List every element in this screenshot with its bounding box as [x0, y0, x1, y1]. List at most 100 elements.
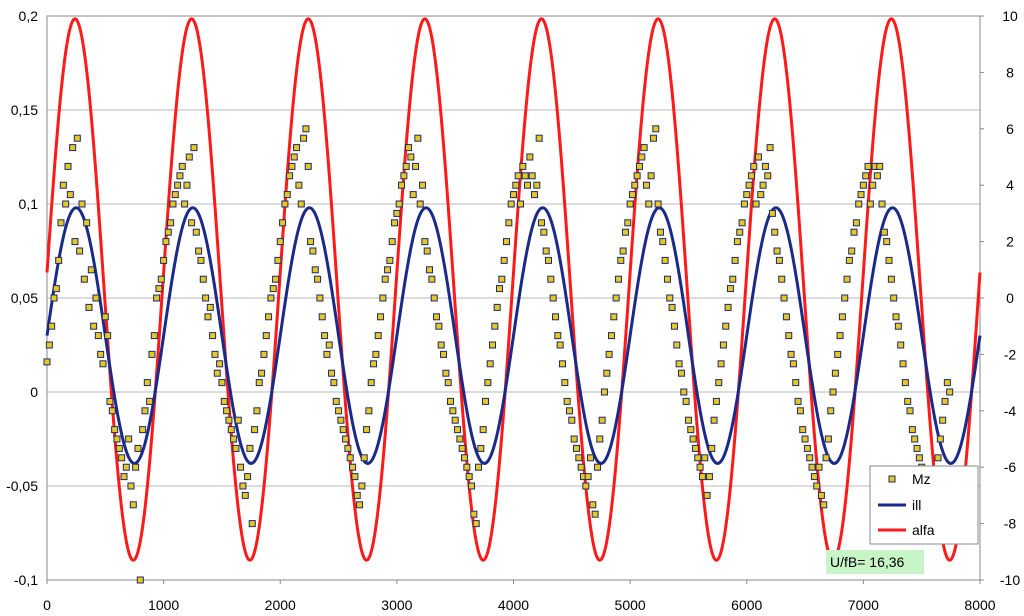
- mz-point: [841, 294, 849, 302]
- mz-point: [806, 454, 814, 462]
- y-right-tick-label: -2: [1004, 346, 1017, 362]
- mz-point: [633, 172, 641, 180]
- mz-point: [733, 238, 741, 246]
- x-tick-label: 8000: [964, 597, 995, 613]
- mz-point: [412, 162, 420, 170]
- mz-point: [80, 275, 88, 283]
- mz-point: [402, 162, 410, 170]
- mz-point: [59, 181, 67, 189]
- mz-point: [719, 341, 727, 349]
- mz-point: [286, 172, 294, 180]
- mz-point: [232, 444, 240, 452]
- mz-point: [43, 358, 51, 366]
- series-mz-points: [43, 125, 954, 584]
- mz-point: [157, 275, 165, 283]
- mz-point: [822, 454, 830, 462]
- y-left-tick-label: -0,1: [14, 572, 38, 588]
- mz-point: [290, 153, 298, 161]
- mz-point: [272, 275, 280, 283]
- mz-point: [829, 388, 837, 396]
- mz-point: [174, 181, 182, 189]
- mz-point: [370, 360, 378, 368]
- mz-point: [759, 181, 767, 189]
- mz-point: [834, 350, 842, 358]
- mz-point: [50, 294, 58, 302]
- mz-point: [663, 275, 671, 283]
- mz-point: [62, 200, 70, 208]
- mz-point: [414, 134, 422, 142]
- mz-point: [251, 426, 259, 434]
- mz-point: [785, 332, 793, 340]
- mz-point: [398, 181, 406, 189]
- mz-point: [379, 294, 387, 302]
- mz-point: [635, 162, 643, 170]
- mz-point: [55, 256, 63, 264]
- mz-point: [939, 416, 947, 424]
- mz-point: [496, 285, 504, 293]
- y-right-tick-label: 4: [1006, 177, 1014, 193]
- mz-point: [696, 463, 704, 471]
- mz-point: [887, 275, 895, 283]
- mz-point: [335, 407, 343, 415]
- mz-point: [216, 360, 224, 368]
- mz-point: [757, 191, 765, 199]
- mz-point: [314, 275, 322, 283]
- mz-point: [188, 219, 196, 227]
- mz-point: [377, 313, 385, 321]
- mz-point: [857, 191, 865, 199]
- mz-point: [204, 313, 212, 321]
- mz-point: [125, 435, 133, 443]
- mz-point: [258, 369, 266, 377]
- mz-point: [731, 256, 739, 264]
- mz-point: [227, 426, 235, 434]
- mz-point: [908, 426, 916, 434]
- mz-point: [197, 256, 205, 264]
- y-left-axis-tick-labels: -0,1 -0,05 0 0,05 0,1 0,15 0,2: [6, 8, 38, 588]
- mz-point: [461, 454, 469, 462]
- mz-point: [533, 181, 541, 189]
- mz-point: [549, 294, 557, 302]
- mz-point: [537, 219, 545, 227]
- y-right-tick-label: -8: [1004, 516, 1017, 532]
- mz-point: [365, 407, 373, 415]
- mz-point: [761, 162, 769, 170]
- mz-point: [799, 426, 807, 434]
- mz-point: [83, 219, 91, 227]
- mz-point: [712, 397, 720, 405]
- mz-point: [458, 444, 466, 452]
- mz-point: [820, 501, 828, 509]
- mz-point: [808, 463, 816, 471]
- mz-point: [836, 332, 844, 340]
- mz-point: [115, 444, 123, 452]
- mz-point: [850, 228, 858, 236]
- mz-point: [64, 162, 72, 170]
- mz-point: [451, 416, 459, 424]
- annotation: U/fB= 16,36: [826, 550, 924, 574]
- mz-point: [302, 125, 310, 133]
- mz-point: [656, 228, 664, 236]
- mz-point: [640, 144, 648, 152]
- mz-point: [433, 313, 441, 321]
- x-tick-label: 2000: [265, 597, 296, 613]
- mz-point: [866, 200, 874, 208]
- mz-point: [262, 332, 270, 340]
- mz-point: [426, 266, 434, 274]
- mz-point: [435, 322, 443, 330]
- mz-point: [645, 200, 653, 208]
- mz-point: [405, 144, 413, 152]
- mz-point: [659, 238, 667, 246]
- mz-point: [171, 191, 179, 199]
- mz-point: [482, 397, 490, 405]
- mz-point: [225, 416, 233, 424]
- mz-point: [596, 435, 604, 443]
- mz-point: [619, 247, 627, 255]
- mz-point: [106, 397, 114, 405]
- mz-point: [500, 256, 508, 264]
- mz-point: [827, 407, 835, 415]
- mz-point: [211, 350, 219, 358]
- mz-point: [913, 444, 921, 452]
- mz-point: [213, 369, 221, 377]
- mz-point: [698, 473, 706, 481]
- mz-point: [325, 341, 333, 349]
